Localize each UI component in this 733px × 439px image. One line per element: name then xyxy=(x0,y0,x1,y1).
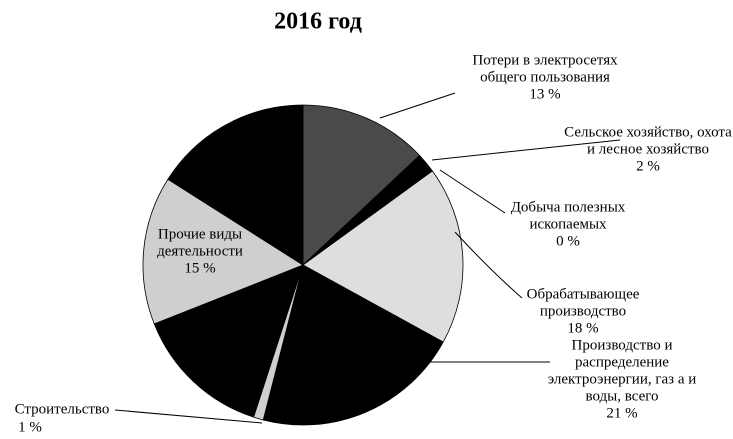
value-label: 0 % xyxy=(556,233,580,250)
leader-line xyxy=(431,139,621,161)
category-label: Сельское хозяйство, охота и лесное хозяй… xyxy=(564,124,732,158)
category-label: Потери в электросетях общего пользования xyxy=(472,52,618,86)
category-label: Прочие виды деятельности xyxy=(157,226,243,260)
category-label: Добыча полезных ископаемых xyxy=(510,199,626,233)
leader-line xyxy=(454,231,523,299)
pie-slice xyxy=(262,264,444,426)
pie-slice xyxy=(153,264,304,418)
category-label: Строительство xyxy=(14,401,110,418)
value-label: 21 % xyxy=(606,405,638,422)
slice-label: Обрабатывающее производство 18 % xyxy=(508,287,658,338)
slice-label: Сельское хозяйство, охота и лесное хозяй… xyxy=(563,125,733,176)
leader-line xyxy=(114,409,263,424)
leader-line xyxy=(379,92,456,119)
leader-line xyxy=(439,169,506,214)
pie-slice xyxy=(302,170,464,343)
value-label: 15 % xyxy=(184,260,216,277)
value-label: 13 % xyxy=(529,86,561,103)
slice-label: Прочие виды деятельности 15 % xyxy=(135,227,265,278)
value-label: 1 % xyxy=(18,419,42,436)
chart-title: 2016 год xyxy=(274,8,362,35)
pie-slice xyxy=(302,104,421,266)
slice-label: Добыча полезных ископаемых 0 % xyxy=(493,200,643,251)
slice-label: Производство и распределение электроэнер… xyxy=(542,338,702,423)
value-label: 2 % xyxy=(636,158,660,175)
slice-label: Потери в электросетях общего пользования… xyxy=(460,53,630,104)
category-label: Производство и распределение электроэнер… xyxy=(547,337,697,405)
value-label: 18 % xyxy=(567,320,599,337)
pie-slice xyxy=(167,104,304,266)
pie-slice xyxy=(142,178,304,325)
category-label: Обрабатывающее производство xyxy=(526,286,640,320)
